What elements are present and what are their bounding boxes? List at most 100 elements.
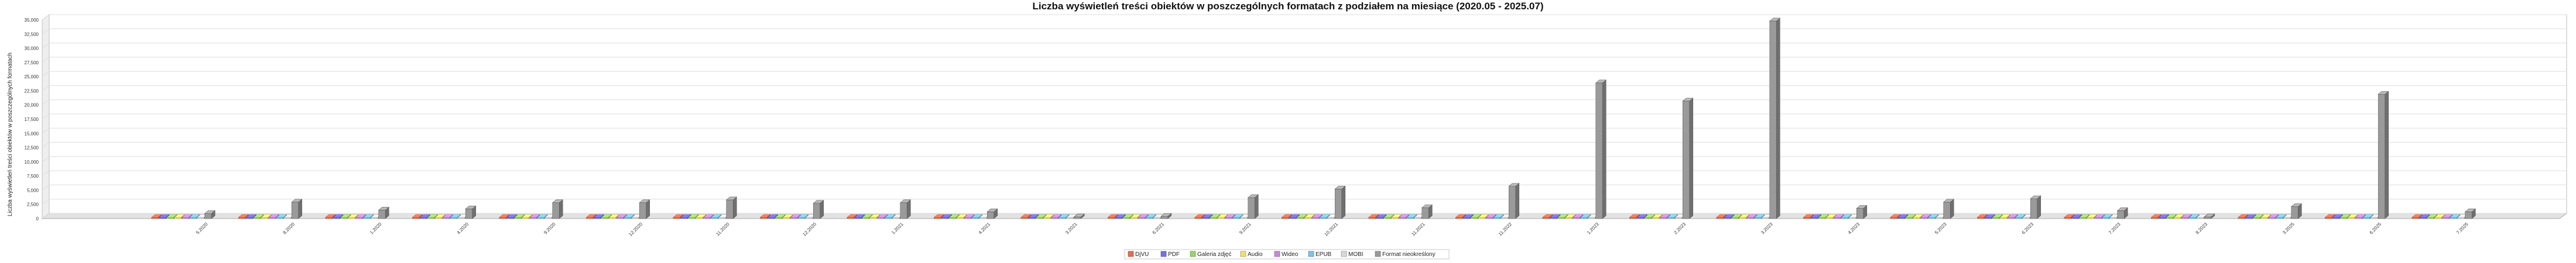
- y-tick-label: 10,000: [25, 160, 39, 165]
- legend-box: [1124, 249, 1450, 259]
- legend-label: PDF: [1168, 251, 1180, 258]
- legend-swatch: [1160, 251, 1167, 257]
- y-tick-label: 20,000: [25, 103, 39, 108]
- legend-label: MOBI: [1348, 251, 1364, 258]
- bar: [2181, 214, 2193, 219]
- bar: [1595, 79, 1607, 219]
- x-tick-label: 4.2023: [1847, 222, 1861, 236]
- bar: [348, 214, 359, 219]
- x-tick-label: 9.2020: [543, 222, 557, 236]
- bar: [1682, 98, 1694, 219]
- x-tick-label: 1.2020: [369, 222, 383, 236]
- x-tick-label: 3.2021: [1064, 222, 1078, 236]
- gridline: [42, 113, 2567, 120]
- legend-swatch: [1190, 251, 1196, 257]
- legend-item: Audio: [1240, 251, 1263, 258]
- legend-label: Wideo: [1282, 251, 1299, 258]
- gridline: [42, 85, 2567, 91]
- bar: [1856, 205, 1868, 219]
- bar: [465, 205, 477, 219]
- x-axis-ticks: 5.2020 8.2020 1.2020 4.2020 9.2020 12.2020 11.…: [195, 222, 2469, 237]
- bar: [1334, 185, 1346, 219]
- gridline: [42, 14, 2567, 20]
- bar: [1036, 214, 1047, 219]
- x-tick-label: 1.2021: [890, 222, 905, 236]
- legend-label: Audio: [1248, 251, 1263, 258]
- bar: [291, 199, 303, 219]
- gridline: [42, 199, 2567, 205]
- legend-label: Galeria zdjęć: [1197, 251, 1231, 258]
- legend-item: PDF: [1160, 251, 1180, 258]
- x-tick-label: 11.2021: [1410, 222, 1426, 237]
- bar: [673, 214, 684, 219]
- bar: [1508, 182, 1520, 219]
- x-tick-label: 2.2023: [1673, 222, 1687, 236]
- y-tick-label: 2,500: [27, 202, 39, 207]
- legend-item: DjVU: [1128, 251, 1149, 258]
- x-tick-label: 6.2021: [1151, 222, 1165, 236]
- gridline: [42, 127, 2567, 134]
- x-tick-label: 4.2021: [977, 222, 991, 236]
- y-tick-label: 15,000: [25, 131, 39, 136]
- bar: [862, 214, 873, 219]
- y-tick-label: 22,500: [25, 88, 39, 94]
- y-tick-label: 27,500: [25, 60, 39, 65]
- x-tick-label: 1.2023: [1586, 222, 1600, 236]
- plot-background: [41, 14, 2568, 219]
- legend-swatch: [1240, 251, 1246, 257]
- gridline: [42, 156, 2567, 162]
- bar: [899, 199, 912, 219]
- x-tick-label: 3.2025: [2282, 222, 2296, 236]
- gridline: [42, 43, 2567, 49]
- x-tick-label: 7.2023: [2108, 222, 2122, 236]
- bar: [2290, 203, 2303, 219]
- bar: [696, 214, 707, 219]
- x-tick-label: 5.2020: [195, 222, 209, 236]
- x-tick-label: 8.2023: [2194, 222, 2208, 236]
- y-tick-label: 5,000: [27, 188, 39, 193]
- bar: [204, 210, 216, 219]
- gridline: [42, 142, 2567, 148]
- y-axis-label: Liczba wyświetleń treści obiektów w posz…: [7, 53, 13, 216]
- legend: DjVU PDF Galeria zdjęć Audio Wideo EPUB MOBI Fo…: [1124, 249, 1450, 259]
- legend-swatch: [1128, 251, 1134, 257]
- gridline: [42, 213, 2567, 219]
- bar: [378, 206, 390, 219]
- legend-swatch: [1341, 251, 1347, 257]
- legend-item: Wideo: [1274, 251, 1299, 258]
- x-tick-label: 9.2021: [1238, 222, 1252, 236]
- gridline: [42, 71, 2567, 77]
- y-tick-label: 35,000: [25, 18, 39, 23]
- legend-item: MOBI: [1341, 251, 1364, 258]
- y-tick-label: 32,500: [25, 32, 39, 37]
- x-tick-label: 11.2022: [1498, 222, 1513, 237]
- bar: [1943, 199, 1955, 219]
- bar: [813, 200, 824, 219]
- x-tick-label: 6.2023: [2020, 222, 2034, 236]
- legend-label: DjVU: [1135, 251, 1149, 258]
- x-tick-label: 8.2020: [282, 222, 296, 236]
- y-tick-label: 30,000: [25, 46, 39, 51]
- x-tick-label: 12.2020: [628, 222, 643, 237]
- bar: [551, 199, 564, 219]
- bar: [1247, 194, 1259, 219]
- bar: [2204, 213, 2215, 219]
- gridline: [42, 57, 2567, 63]
- y-tick-label: 25,000: [25, 74, 39, 79]
- bar: [1913, 214, 1924, 219]
- legend-swatch: [1308, 251, 1314, 257]
- gridline: [42, 170, 2567, 177]
- x-tick-label: 7.2025: [2455, 222, 2469, 236]
- chart-title: Liczba wyświetleń treści obiektów w posz…: [1033, 1, 1544, 12]
- legend-item: EPUB: [1308, 251, 1332, 258]
- bar: [1383, 214, 1395, 219]
- x-tick-label: 12.2020: [801, 222, 817, 237]
- gridline: [42, 184, 2567, 191]
- bar: [639, 199, 650, 219]
- legend-item: Galeria zdjęć: [1190, 251, 1231, 258]
- bar: [2464, 208, 2476, 219]
- y-tick-label: 12,500: [25, 146, 39, 151]
- x-tick-label: 3.2023: [1760, 222, 1774, 236]
